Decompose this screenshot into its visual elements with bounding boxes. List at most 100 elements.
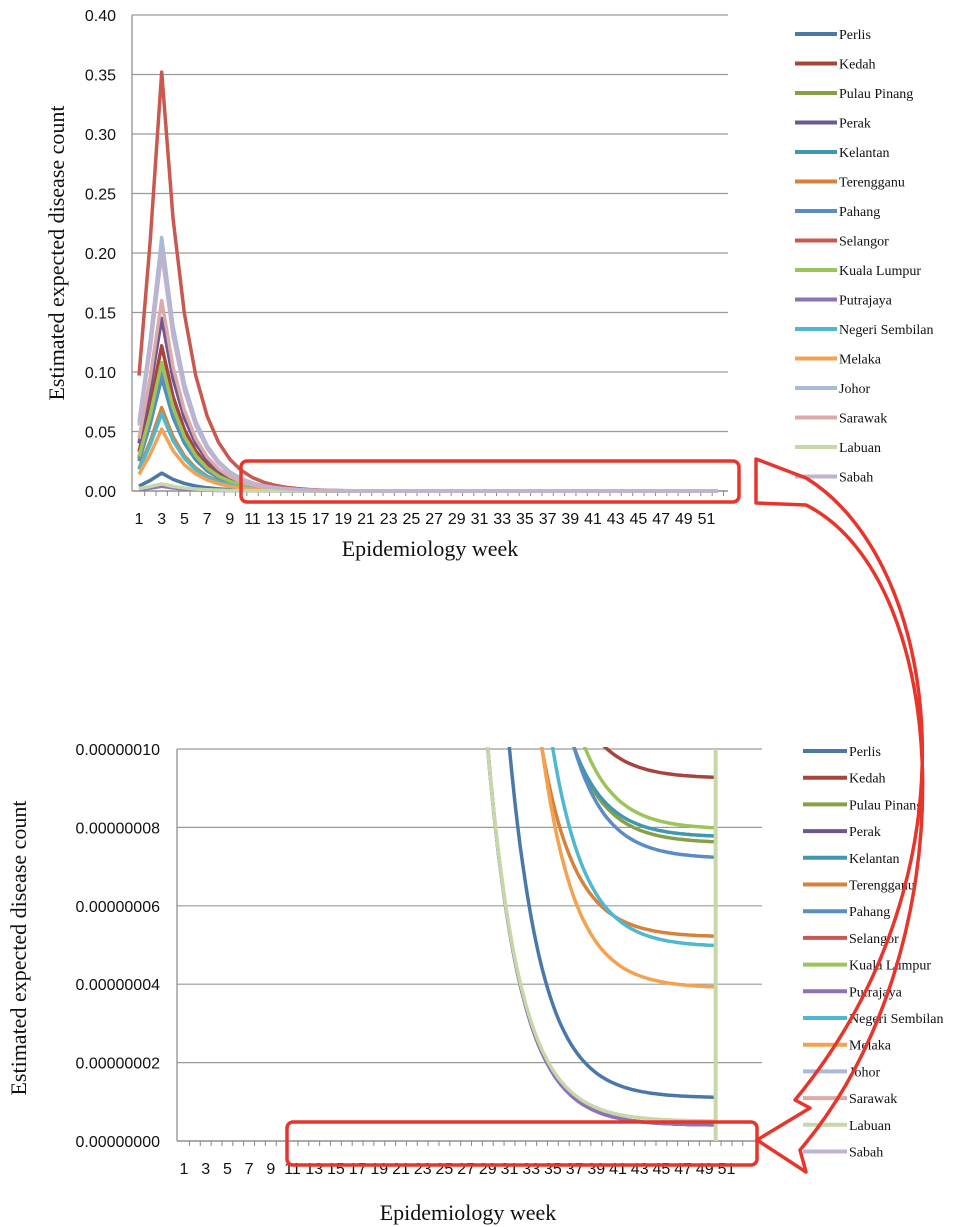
x-axis-title: Epidemiology week	[342, 536, 519, 561]
legend-label-johor: Johor	[849, 1065, 880, 1080]
x-tick-label: 43	[607, 511, 625, 528]
series-line-perak	[485, 747, 716, 1127]
series-line-perlis	[507, 747, 716, 1099]
series-group	[137, 70, 718, 493]
x-tick-label: 15	[289, 511, 307, 528]
x-tick-label: 5	[180, 511, 189, 528]
y-tick-label: 0.30	[85, 127, 116, 144]
legend-label-johor: Johor	[839, 382, 870, 397]
legend-label-terengganu: Terengganu	[849, 879, 915, 894]
legend-label-negeri-sembilan: Negeri Sembilan	[849, 1012, 943, 1027]
legend-label-perak: Perak	[849, 825, 881, 840]
y-tick-label: 0.15	[85, 306, 116, 323]
legend-label-melaka: Melaka	[839, 353, 882, 368]
series-line-melaka	[539, 747, 716, 989]
highlight-box	[285, 1120, 759, 1167]
legend-label-kedah: Kedah	[849, 772, 886, 787]
series-line-kuala-lumpur	[582, 747, 716, 830]
legend-label-sabah: Sabah	[849, 1146, 883, 1161]
x-tick-label: 5	[223, 1161, 232, 1178]
x-tick-label: 49	[675, 511, 693, 528]
x-tick-label: 35	[516, 511, 534, 528]
legend-label-sarawak: Sarawak	[849, 1092, 897, 1107]
legend-label-terengganu: Terengganu	[839, 176, 905, 191]
legend-label-selangor: Selangor	[839, 235, 889, 250]
x-tick-label: 3	[157, 511, 166, 528]
legend-label-kuala-lumpur: Kuala Lumpur	[839, 264, 921, 279]
highlight-box	[239, 459, 741, 504]
legend-label-pulau-pinang: Pulau Pinang	[839, 87, 913, 102]
series-line-labuan	[485, 747, 716, 1123]
x-tick-label: 9	[225, 511, 234, 528]
legend-label-kedah: Kedah	[839, 58, 876, 73]
y-tick-label: 0.35	[85, 68, 116, 85]
legend-label-kelantan: Kelantan	[849, 852, 900, 867]
x-axis-title: Epidemiology week	[380, 1200, 557, 1225]
legend-label-putrajaya: Putrajaya	[839, 294, 893, 309]
x-tick-label: 9	[266, 1161, 275, 1178]
y-tick-label: 0.00000002	[75, 1056, 160, 1073]
x-tick-label: 29	[448, 511, 466, 528]
y-tick-label: 0.10	[85, 365, 116, 382]
zoom-arrow-path	[754, 457, 925, 1174]
x-tick-label: 23	[380, 511, 398, 528]
series-line-selangor	[137, 70, 718, 493]
x-tick-label: 1	[135, 511, 144, 528]
x-tick-label: 45	[630, 511, 648, 528]
y-tick-label: 0.05	[85, 425, 116, 442]
y-tick-label: 0.00000010	[75, 742, 160, 759]
legend-label-sarawak: Sarawak	[839, 412, 887, 427]
y-tick-label: 0.40	[85, 8, 116, 25]
legend-label-pahang: Pahang	[849, 905, 890, 920]
top-line-chart: 0.000.050.100.150.200.250.300.350.401 3 5 7…	[44, 8, 933, 561]
legend-label-melaka: Melaka	[849, 1039, 892, 1054]
x-tick-label: 25	[403, 511, 421, 528]
legend-label-pulau-pinang: Pulau Pinang	[849, 798, 923, 813]
y-tick-label: 0.00000000	[75, 1134, 160, 1151]
x-tick-label: 27	[425, 511, 443, 528]
legend-label-kelantan: Kelantan	[839, 146, 890, 161]
legend-label-sabah: Sabah	[839, 471, 873, 486]
series-line-perak	[137, 316, 718, 493]
zoom-connector-arrow	[754, 457, 925, 1174]
y-axis-title: Estimated expected disease count	[44, 105, 69, 400]
x-tick-label: 7	[203, 511, 212, 528]
series-line-terengganu	[539, 747, 716, 938]
legend-label-labuan: Labuan	[849, 1119, 891, 1134]
x-tick-label: 33	[493, 511, 511, 528]
series-line-kedah	[602, 747, 716, 780]
x-tick-label: 41	[584, 511, 602, 528]
x-tick-label: 7	[245, 1161, 254, 1178]
series-line-pulau-pinang	[572, 747, 716, 844]
legend-label-perak: Perak	[839, 117, 871, 132]
x-tick-label: 51	[698, 511, 716, 528]
y-tick-label: 0.00000008	[75, 820, 160, 837]
series-line-pahang	[572, 747, 716, 860]
x-tick-label: 13	[266, 511, 284, 528]
y-axis-title: Estimated expected disease count	[6, 800, 31, 1095]
y-tick-label: 0.20	[85, 246, 116, 263]
y-tick-label: 0.00	[85, 484, 116, 501]
x-tick-label: 17	[312, 511, 330, 528]
x-tick-label: 3	[201, 1161, 210, 1178]
y-tick-label: 0.25	[85, 187, 116, 204]
bottom-line-chart: 0.00000000 0.00000002 0.00000004 0.00000006…	[6, 742, 943, 1225]
series-line-putrajaya	[485, 747, 716, 1127]
series-line-kelantan	[572, 747, 716, 838]
series-line-sabah	[137, 251, 718, 493]
legend-label-kuala-lumpur: Kuala Lumpur	[849, 959, 931, 974]
x-tick-label: 1	[180, 1161, 189, 1178]
legend-label-labuan: Labuan	[839, 441, 881, 456]
x-tick-label: 11	[244, 511, 261, 528]
y-tick-label: 0.00000004	[75, 977, 160, 994]
legend-label-pahang: Pahang	[839, 205, 880, 220]
series-line-negeri-sembilan	[550, 747, 716, 948]
y-tick-label: 0.00000006	[75, 899, 160, 916]
x-tick-label: 37	[539, 511, 557, 528]
series-group	[485, 747, 716, 1127]
x-tick-label: 47	[652, 511, 670, 528]
x-tick-label: 39	[561, 511, 579, 528]
legend-label-putrajaya: Putrajaya	[849, 985, 903, 1000]
legend-label-negeri-sembilan: Negeri Sembilan	[839, 323, 933, 338]
